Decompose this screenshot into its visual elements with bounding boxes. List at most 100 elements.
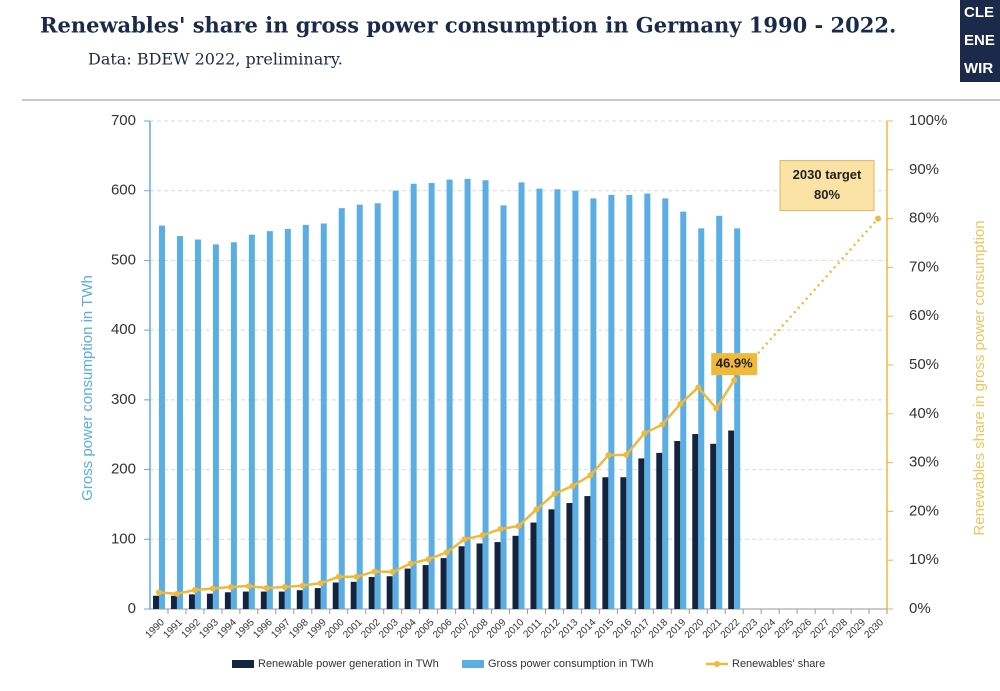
line-marker: [389, 568, 396, 575]
y-tick-label: 100: [111, 530, 136, 547]
y-tick-label: 600: [111, 182, 136, 199]
logo-bg: [960, 0, 1000, 82]
legend-label: Renewables' share: [732, 658, 825, 670]
bar: [500, 205, 507, 609]
x-tick-label: 2026: [791, 617, 815, 641]
annotation-box: [779, 160, 875, 212]
bar: [530, 522, 537, 609]
bar: [242, 591, 249, 609]
bar: [404, 568, 411, 609]
y-tick-label: 200: [111, 461, 136, 478]
bar: [170, 595, 177, 609]
bar: [572, 190, 579, 609]
bar: [518, 182, 525, 609]
x-tick-label: 2028: [827, 617, 851, 641]
line-marker: [317, 580, 324, 587]
bar: [152, 595, 159, 609]
x-tick-label: 2015: [593, 617, 617, 641]
target-marker: [875, 215, 882, 222]
line-marker: [371, 568, 378, 575]
bar: [710, 443, 717, 609]
bar: [260, 591, 267, 609]
bar: [494, 542, 501, 609]
chart-subtitle: Data: BDEW 2022, preliminary.: [88, 50, 343, 69]
x-tick-label: 2020: [683, 617, 707, 641]
bar: [284, 229, 291, 610]
x-tick-label: 1991: [161, 617, 185, 641]
bar: [458, 546, 465, 609]
logo-text: ENE: [964, 32, 995, 49]
bar: [548, 509, 555, 609]
y2-tick-label: 50%: [909, 356, 939, 373]
bar: [662, 198, 669, 609]
bar: [716, 215, 723, 609]
bar: [230, 242, 237, 609]
line-marker: [641, 430, 648, 437]
bar: [386, 576, 393, 609]
x-tick-label: 1994: [215, 617, 239, 641]
x-tick-label: 2030: [862, 617, 886, 641]
x-tick-label: 2018: [647, 617, 671, 641]
x-tick-label: 2009: [485, 617, 509, 641]
bar: [374, 203, 381, 609]
bar: [248, 234, 255, 610]
line-marker: [623, 451, 630, 458]
bar: [608, 194, 615, 609]
x-tick-label: 1998: [287, 617, 311, 641]
x-tick-label: 1997: [269, 617, 293, 641]
bar: [590, 198, 597, 609]
legend-swatch: [232, 660, 254, 668]
bar: [464, 178, 471, 609]
x-tick-label: 2005: [413, 617, 437, 641]
x-tick-label: 2008: [467, 617, 491, 641]
x-tick-label: 2016: [611, 617, 635, 641]
x-tick-label: 2021: [701, 617, 725, 641]
chart-title: Renewables' share in gross power consump…: [40, 13, 896, 38]
bar: [320, 223, 327, 610]
bar: [446, 179, 453, 609]
x-tick-label: 2006: [431, 617, 455, 641]
x-tick-label: 2012: [539, 617, 563, 641]
bar: [302, 224, 309, 610]
x-tick-label: 2025: [773, 617, 797, 641]
bar: [278, 591, 285, 609]
bar: [626, 194, 633, 609]
bar: [674, 440, 681, 609]
bar: [332, 582, 339, 609]
y2-tick-label: 90%: [909, 161, 939, 178]
annotation-text: 2030 target: [793, 167, 862, 182]
x-tick-label: 2002: [359, 617, 383, 641]
x-tick-label: 2011: [521, 617, 544, 640]
line-marker: [461, 536, 468, 543]
bar: [350, 581, 357, 609]
x-tick-label: 1999: [305, 617, 329, 641]
line-marker: [245, 583, 252, 590]
line-marker: [551, 490, 558, 497]
bar: [410, 183, 417, 609]
line-marker: [335, 573, 342, 580]
bar: [338, 208, 345, 609]
x-tick-label: 1993: [197, 617, 221, 641]
line-marker: [299, 582, 306, 589]
bar: [428, 183, 435, 609]
annotation-value: 80%: [814, 187, 840, 202]
bar: [512, 535, 519, 609]
line-marker: [407, 560, 414, 567]
bar: [266, 231, 273, 610]
y2-axis-label: Renewables share in gross power consumpt…: [971, 220, 988, 535]
x-tick-label: 2024: [755, 617, 779, 641]
bar: [212, 244, 219, 609]
bar: [158, 225, 165, 610]
bar: [422, 565, 429, 609]
bar: [734, 228, 741, 610]
target-line: [733, 217, 879, 381]
bar: [554, 189, 561, 609]
line-marker: [659, 421, 666, 428]
y-tick-label: 400: [111, 321, 136, 338]
y2-tick-label: 30%: [909, 454, 939, 471]
bar: [392, 190, 399, 609]
y2-tick-label: 10%: [909, 551, 939, 568]
bar: [656, 452, 663, 609]
legend-label: Renewable power generation in TWh: [258, 658, 439, 670]
